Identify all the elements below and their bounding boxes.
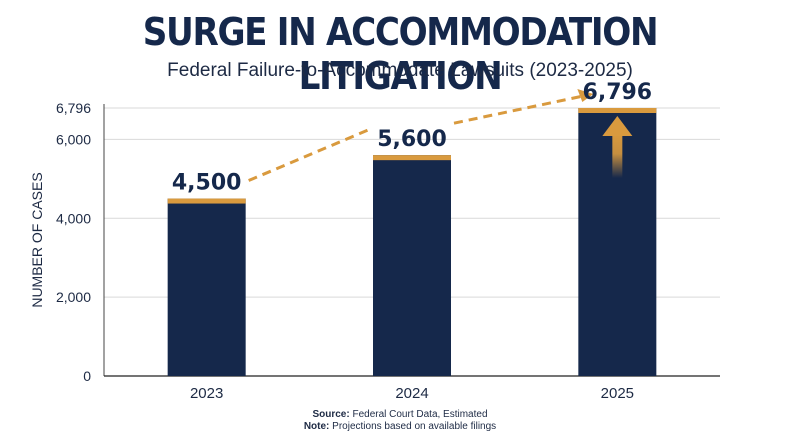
bar-2024 xyxy=(373,155,451,376)
x-tick-label-2025: 2025 xyxy=(601,385,634,402)
data-label-2023: 4,500 xyxy=(172,171,242,196)
source-label: Source: xyxy=(312,409,350,420)
trend-segment xyxy=(453,94,584,125)
source-line: Source: Federal Court Data, Estimated xyxy=(0,409,800,421)
data-label-2025: 6,796 xyxy=(583,80,653,105)
y-tick-label: 4,000 xyxy=(56,210,91,226)
note-label: Note: xyxy=(303,421,330,432)
note-text: Projections based on available filings xyxy=(329,421,497,432)
growth-arrow-head xyxy=(602,116,633,136)
bar-cap-2023 xyxy=(167,198,246,204)
note-line: Note: Projections based on available fil… xyxy=(0,421,800,433)
y-tick-label: 0 xyxy=(83,368,91,384)
growth-arrow-shaft xyxy=(612,134,623,178)
y-tick-label: 6,796 xyxy=(56,100,91,116)
y-axis-label: NUMBER OF CASES xyxy=(29,172,45,307)
trend-arrow xyxy=(248,89,633,182)
chart-title: SURGE IN ACCOMMODATION LITIGATION xyxy=(142,10,659,98)
data-labels: 4,500 5,600 6,796 xyxy=(172,80,652,196)
x-axis-ticks: 2023 2024 2025 xyxy=(190,385,634,402)
bar-cap-2025 xyxy=(578,108,657,113)
trend-arrowhead xyxy=(577,89,594,102)
trend-segment xyxy=(248,127,371,182)
y-axis-ticks: 0 2,000 4,000 6,000 6,796 xyxy=(56,100,91,384)
source-text: Federal Court Data, Estimated xyxy=(349,409,488,420)
bar-2023 xyxy=(167,198,246,376)
data-label-2024: 5,600 xyxy=(377,127,447,152)
bar-cap-2024 xyxy=(373,155,451,161)
chart-subtitle: Federal Failure-to-Accommodate Lawsuits … xyxy=(167,60,633,81)
y-tick-label: 6,000 xyxy=(56,131,91,147)
chart-footer: Source: Federal Court Data, Estimated No… xyxy=(0,409,800,433)
x-tick-label-2023: 2023 xyxy=(190,385,223,402)
y-tick-label: 2,000 xyxy=(56,289,91,305)
x-tick-label-2024: 2024 xyxy=(395,385,428,402)
